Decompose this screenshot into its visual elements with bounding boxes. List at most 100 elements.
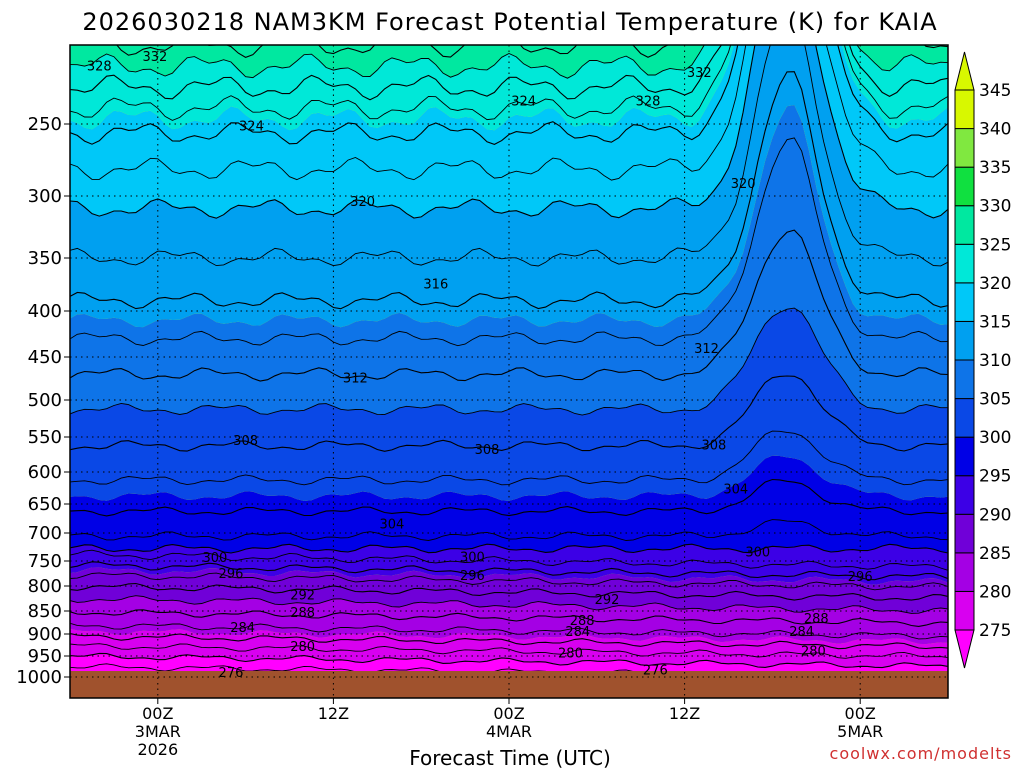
x-tick-label: 2026 xyxy=(137,740,178,759)
y-tick-label: 800 xyxy=(28,576,62,597)
contour-296 xyxy=(70,561,948,581)
contour-label: 328 xyxy=(636,94,661,109)
y-tick-label: 850 xyxy=(28,601,62,622)
band-305 xyxy=(70,308,948,501)
y-tick-label: 400 xyxy=(28,301,62,322)
contour-label-group: 332 328 324 324 328 332 320 320 316 312 312 308 308 3… xyxy=(87,50,873,681)
colorbar-label: 290 xyxy=(979,505,1011,525)
contour-312 xyxy=(70,229,948,382)
y-tick-label: 750 xyxy=(28,551,62,572)
colorbar-min-arrow xyxy=(954,629,975,669)
contour-label: 324 xyxy=(239,119,264,134)
band-310 xyxy=(70,105,948,416)
contour-298 xyxy=(70,549,948,571)
contour-label: 276 xyxy=(643,663,668,678)
band-340 xyxy=(70,0,948,7)
contour-316 xyxy=(70,71,948,310)
contour-label: 304 xyxy=(380,518,405,533)
colorbar-swatch xyxy=(954,475,975,515)
x-tick-label: 4MAR xyxy=(486,722,532,741)
y-tick-label: 600 xyxy=(28,462,62,483)
contour-label: 308 xyxy=(701,439,726,454)
colorbar-label: 285 xyxy=(979,544,1011,564)
contour-label: 296 xyxy=(219,567,244,582)
colorbar-label: 320 xyxy=(979,274,1011,294)
x-tick-label: 3MAR xyxy=(135,722,181,741)
colorbar-label: 315 xyxy=(979,312,1011,332)
colorbar-swatch xyxy=(954,359,975,400)
contour-label: 332 xyxy=(142,50,167,65)
contour-302 xyxy=(70,519,948,541)
contour-308 xyxy=(70,375,948,452)
contour-282 xyxy=(70,643,948,659)
contour-label: 280 xyxy=(558,646,583,661)
colorbar-swatch xyxy=(954,205,975,245)
colorbar-swatch xyxy=(954,320,975,361)
band-320 xyxy=(70,45,948,219)
contour-322 xyxy=(70,45,948,181)
colorbar-label: 280 xyxy=(979,582,1011,602)
colorbar-label: 295 xyxy=(979,467,1011,487)
contour-318 xyxy=(70,45,948,267)
colorbar-label: 330 xyxy=(979,197,1011,217)
contour-label: 288 xyxy=(804,612,829,627)
colorbar-max-arrow xyxy=(954,51,975,91)
x-axis-title: Forecast Time (UTC) xyxy=(409,746,611,768)
contour-label: 328 xyxy=(87,60,112,75)
contour-label: 296 xyxy=(848,570,873,585)
colorbar-swatch xyxy=(954,552,975,592)
colorbar-label: 325 xyxy=(979,235,1011,255)
band-330 xyxy=(70,45,948,79)
colorbar-swatch xyxy=(954,590,975,631)
x-tick-label: 00Z xyxy=(493,704,524,723)
colorbar-swatch xyxy=(954,166,975,207)
contour-label: 312 xyxy=(343,372,368,387)
colorbar-swatch xyxy=(954,436,975,477)
contour-label: 320 xyxy=(731,177,756,192)
colorbar-swatch xyxy=(954,128,975,168)
contour-label: 296 xyxy=(460,569,485,584)
y-tick-label: 450 xyxy=(28,347,62,368)
contour-304 xyxy=(70,478,948,517)
colorbar-swatch xyxy=(954,89,975,130)
contour-label: 292 xyxy=(290,589,315,604)
x-tick-label: 5MAR xyxy=(837,722,883,741)
contour-label: 332 xyxy=(687,66,712,81)
contour-328 xyxy=(70,45,948,101)
x-tick-label: 00Z xyxy=(845,704,876,723)
colorbar-swatch xyxy=(954,398,975,438)
colorbar-label: 340 xyxy=(979,120,1011,140)
contour-label: 292 xyxy=(595,593,620,608)
band-300 xyxy=(70,455,948,553)
y-tick-label: 550 xyxy=(28,427,62,448)
contour-label: 324 xyxy=(511,94,536,109)
contour-label: 280 xyxy=(290,640,315,655)
y-tick-label: 700 xyxy=(28,523,62,544)
contour-284 xyxy=(70,633,948,650)
colorbar-swatch xyxy=(954,513,975,554)
credit-text: coolwx.com/modelts xyxy=(830,744,1012,763)
band-295 xyxy=(70,544,948,585)
x-tick-label: 12Z xyxy=(318,704,349,723)
pressure-axis: 2503003504004505005506006507007508008509… xyxy=(16,114,70,688)
contour-label: 304 xyxy=(723,483,748,498)
band-315 xyxy=(70,45,948,328)
contour-label: 312 xyxy=(694,342,719,357)
colorbar-label: 310 xyxy=(979,351,1011,371)
colorbar-label: 345 xyxy=(979,81,1011,101)
contour-300 xyxy=(70,543,948,554)
contour-label: 320 xyxy=(350,195,375,210)
y-tick-label: 1000 xyxy=(16,667,62,688)
y-tick-label: 250 xyxy=(28,114,62,135)
contour-286 xyxy=(70,622,948,640)
x-tick-label: 00Z xyxy=(142,704,173,723)
y-tick-label: 300 xyxy=(28,186,62,207)
contour-280 xyxy=(70,652,948,669)
contour-label: 276 xyxy=(219,666,244,681)
chart-title: 2026030218 NAM3KM Forecast Potential Tem… xyxy=(82,8,937,36)
contour-label: 284 xyxy=(565,625,590,640)
contour-label: 300 xyxy=(460,551,485,566)
colorbar-swatch xyxy=(954,282,975,322)
colorbar-label: 275 xyxy=(979,621,1011,641)
